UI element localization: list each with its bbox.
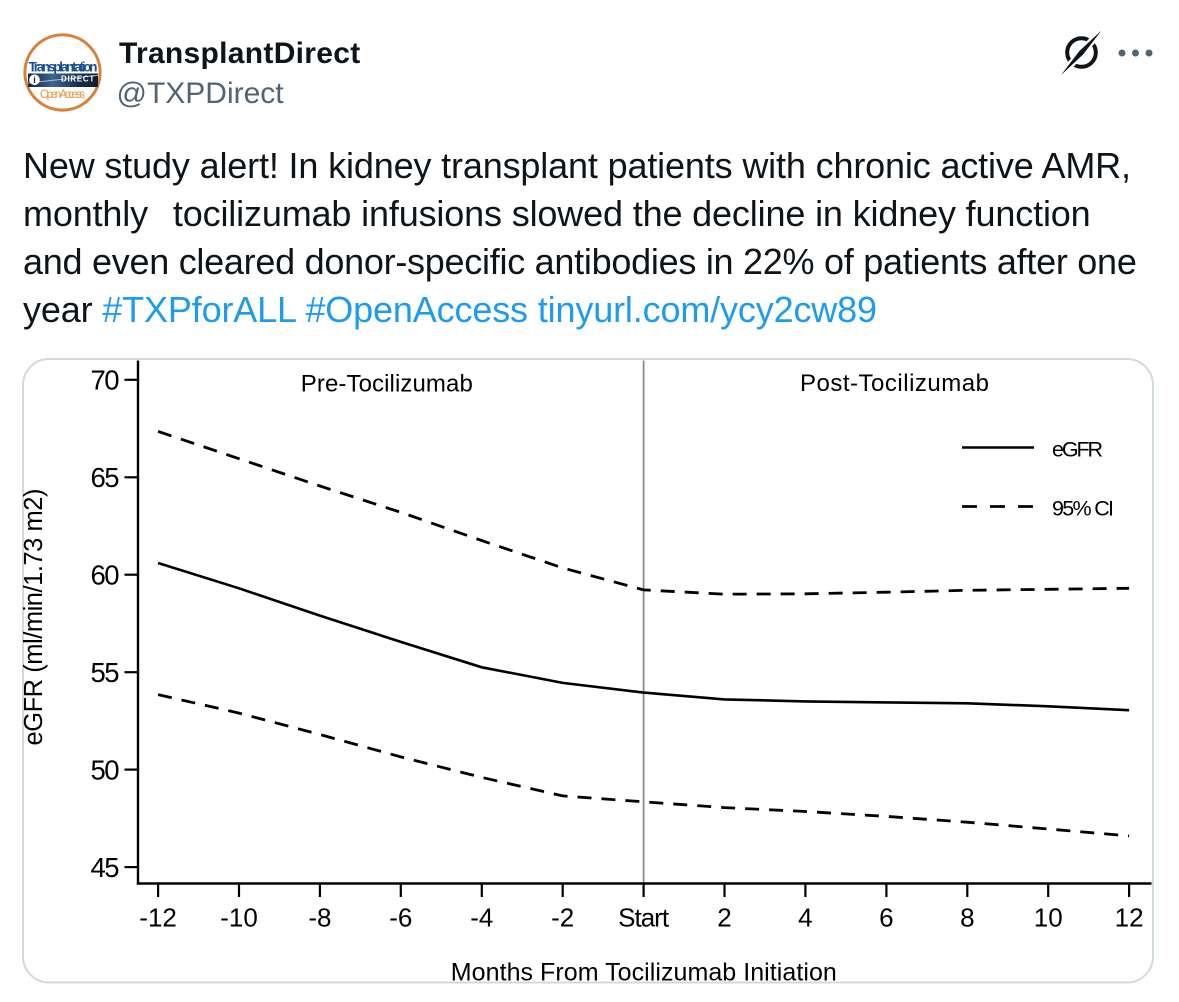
svg-text:4: 4 [798, 903, 812, 933]
svg-text:8: 8 [960, 903, 974, 933]
svg-text:eGFR: eGFR [1052, 438, 1103, 462]
svg-text:95% CI: 95% CI [1052, 497, 1114, 521]
svg-text:-4: -4 [470, 903, 493, 933]
svg-text:Months From Tocilizumab Initia: Months From Tocilizumab Initiation [451, 959, 837, 987]
svg-text:-10: -10 [220, 903, 258, 933]
svg-text:65: 65 [91, 462, 120, 493]
svg-text:55: 55 [91, 657, 120, 688]
svg-text:-12: -12 [139, 903, 177, 933]
svg-text:6: 6 [879, 903, 893, 933]
svg-text:45: 45 [91, 852, 120, 883]
svg-text:DIRECT: DIRECT [61, 75, 95, 84]
svg-text:Transplantation: Transplantation [29, 60, 98, 75]
svg-text:70: 70 [91, 365, 120, 396]
svg-text:-8: -8 [308, 903, 331, 933]
svg-text:10: 10 [1034, 903, 1063, 933]
svg-text:Post-Tocilizumab: Post-Tocilizumab [800, 370, 989, 397]
svg-text:Pre-Tocilizumab: Pre-Tocilizumab [301, 371, 473, 398]
svg-text:i: i [33, 75, 36, 85]
svg-text:Open Access: Open Access [40, 89, 85, 101]
svg-text:60: 60 [91, 560, 120, 591]
svg-text:2: 2 [717, 903, 731, 933]
svg-text:Start: Start [618, 903, 670, 933]
svg-text:12: 12 [1115, 903, 1144, 933]
svg-text:-2: -2 [551, 903, 574, 933]
svg-text:-6: -6 [389, 903, 412, 933]
svg-text:eGFR (ml/min/1.73 m2): eGFR (ml/min/1.73 m2) [20, 489, 48, 746]
svg-text:50: 50 [91, 755, 120, 786]
